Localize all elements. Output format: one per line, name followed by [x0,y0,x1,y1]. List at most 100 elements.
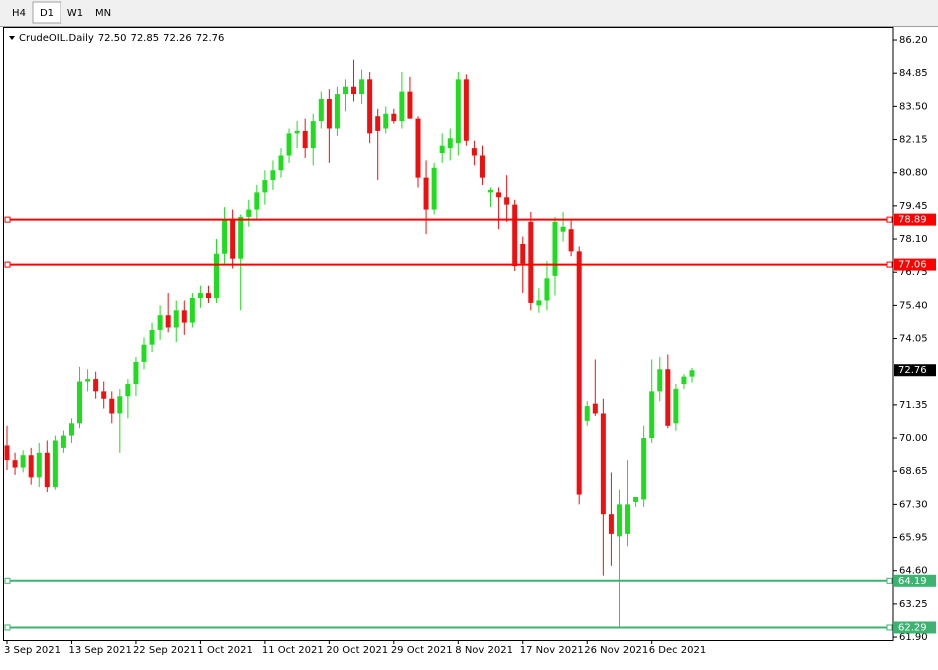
level-label: 62.29 [898,622,927,633]
level-handle [886,216,893,223]
candle-body [12,460,18,468]
y-tick-label: 65.95 [899,533,928,544]
candle-body [181,310,187,323]
y-tick-label: 86.20 [899,35,928,46]
candle-body [576,251,582,495]
toolbar [0,0,938,26]
candle-body [310,121,316,149]
y-tick-label: 71.35 [899,400,928,411]
candle-body [20,455,26,468]
candle-body [479,155,485,178]
symbol: CrudeOIL.Daily [19,33,94,44]
y-tick-label: 70.00 [899,433,928,444]
candle-body [36,452,42,478]
candle-body [407,91,413,119]
timeframe-tab[interactable]: MN [89,2,117,23]
tab-label[interactable]: MN [95,8,111,19]
candle-body [367,79,373,134]
candle-body [504,197,510,205]
candle-body [318,99,324,122]
candle-body [544,278,550,301]
y-tick-label: 74.05 [899,334,928,345]
timeframe-tab[interactable]: W1 [61,2,89,23]
y-tick-label: 63.25 [899,599,928,610]
candle-body [399,91,405,122]
y-tick-label: 61.90 [899,632,928,643]
level-handle [4,624,11,631]
candle-body [471,148,477,156]
candle-body [133,361,139,384]
candle-body [254,192,260,210]
y-tick-label: 78.10 [899,234,928,245]
candle-body [681,376,687,384]
x-tick-label: 3 Sep 2021 [4,645,61,656]
candle-body [359,79,365,95]
x-tick-label: 29 Oct 2021 [391,645,453,656]
candle-body [52,440,58,488]
candle-body [141,344,147,362]
level-handle [4,216,11,223]
header-value: 72.85 [130,33,159,44]
candle-body [423,177,429,210]
candle-body [608,514,614,534]
candle-body [512,204,518,267]
candle-body [230,219,236,259]
x-tick-label: 22 Sep 2021 [133,645,196,656]
tab-label[interactable]: D1 [40,8,54,19]
candle-body [447,138,453,149]
plot-frame [3,27,894,641]
tab-box[interactable] [61,2,89,23]
tab-box[interactable] [89,2,117,23]
candle-body [334,94,340,129]
candle-body [657,369,663,392]
chart-header: CrudeOIL.Daily 72.50 72.85 72.26 72.76 [19,33,224,44]
header-icon [9,36,15,40]
x-tick-label: 1 Oct 2021 [197,645,252,656]
level-handle [886,261,893,268]
candle-body [689,370,695,377]
x-tick-label: 26 Nov 2021 [584,645,648,656]
y-tick-label: 83.50 [899,101,928,112]
y-tick-label: 64.60 [899,566,928,577]
tab-label[interactable]: W1 [67,8,83,19]
candle-body [246,209,252,217]
candle-body [85,379,91,382]
candle-body [173,310,179,328]
candle-body [520,243,526,264]
candle-body [552,221,558,276]
candle-body [117,396,123,414]
candle-body [157,315,163,330]
timeframe-tab[interactable]: H4 [5,2,33,23]
tab-box[interactable] [5,2,33,23]
y-tick-label: 79.45 [899,201,928,212]
candle-body [439,145,445,154]
candle-body [60,435,66,448]
candle-body [109,398,115,414]
candle-body [44,452,50,488]
level-label: 77.06 [898,260,927,271]
level-label-box [894,574,936,587]
level-label-box [894,621,936,634]
candle-body [496,192,502,198]
x-tick-label: 8 Nov 2021 [455,645,513,656]
candle-body [125,383,131,397]
candle-body [568,229,574,252]
timeframe-tab[interactable]: D1 [32,1,62,24]
level-handle [4,577,11,584]
candle-body [197,293,203,299]
candle-body [584,406,590,421]
x-tick-label: 11 Oct 2021 [262,645,324,656]
candle-body [286,133,292,156]
candle-body [649,391,655,439]
candle-body [189,298,195,323]
candle-body [665,369,671,426]
x-tick-label: 20 Oct 2021 [326,645,388,656]
y-tick-label: 80.80 [899,168,928,179]
candle-body [536,300,542,306]
x-tick-label: 13 Sep 2021 [68,645,131,656]
candle-body [592,403,598,414]
tab-label[interactable]: H4 [12,8,26,19]
candle-body [351,86,357,95]
y-tick-label: 75.40 [899,300,928,311]
candle-body [625,504,631,534]
